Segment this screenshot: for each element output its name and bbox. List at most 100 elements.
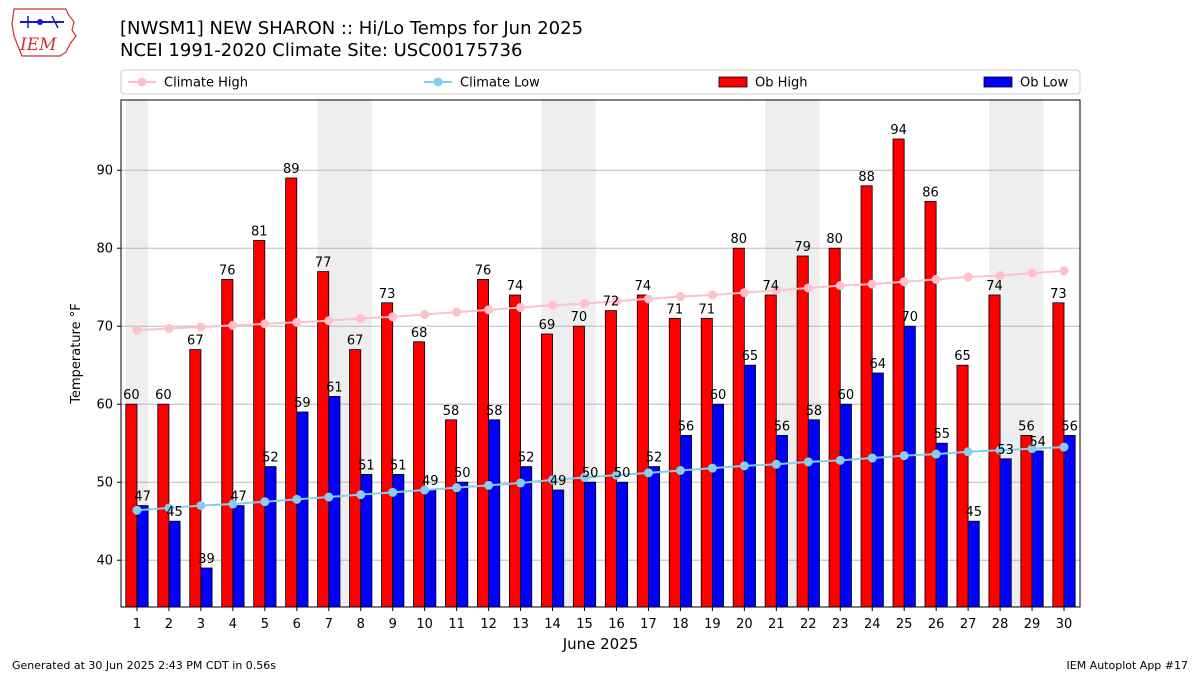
climate-high-point [771, 285, 781, 295]
x-tick-label: 9 [389, 617, 397, 632]
climate-high-point [324, 316, 334, 326]
ob-low-label: 64 [870, 357, 887, 372]
climate-low-point [516, 478, 526, 488]
ob-low-label: 54 [1029, 435, 1046, 450]
climate-high-point [132, 325, 142, 335]
climate-high-point [260, 319, 270, 329]
climate-high-point [420, 310, 430, 319]
legend-climate-high-marker [137, 77, 147, 87]
climate-high-point [388, 312, 398, 322]
climate-high-point [739, 288, 749, 298]
climate-high-point [484, 305, 494, 315]
ob-low-bar [488, 419, 501, 608]
ob-high-label: 67 [347, 334, 364, 349]
ob-high-label: 72 [603, 295, 620, 310]
ob-high-bar [860, 185, 873, 608]
y-tick-label: 40 [96, 554, 113, 569]
legend-climate-low-marker [433, 77, 443, 87]
ob-high-label: 65 [954, 349, 971, 364]
x-tick-label: 27 [960, 617, 977, 632]
legend-ob-high-label: Ob High [755, 76, 808, 91]
ob-high-bar [732, 247, 745, 608]
climate-low-point [931, 449, 941, 459]
climate-high-point [516, 302, 526, 312]
climate-high-point [164, 324, 174, 334]
logo-text: IEM [19, 35, 57, 55]
climate-high-point [228, 320, 238, 330]
climate-high-line [136, 269, 1065, 332]
legend-box [120, 69, 1081, 95]
ob-low-bar [328, 395, 341, 608]
x-tick-label: 2 [165, 617, 173, 632]
climate-high-point [643, 294, 653, 304]
x-tick-label: 10 [416, 617, 433, 632]
x-tick-label: 15 [576, 617, 593, 632]
ob-high-bar [892, 138, 905, 608]
x-tick-label: 21 [768, 617, 785, 632]
climate-low-point [707, 463, 717, 473]
ob-low-bar [616, 481, 629, 608]
climate-low-point [867, 453, 877, 463]
ob-high-bar [477, 278, 490, 608]
y-axis-title: Temperature °F [69, 303, 84, 404]
ob-low-bar [999, 458, 1012, 608]
climate-high-point [292, 317, 302, 327]
ob-low-bar [456, 481, 469, 608]
ob-high-label: 60 [155, 388, 172, 403]
iem-logo: IEM [11, 8, 77, 57]
climate-high-point [1059, 266, 1069, 276]
x-tick-label: 14 [544, 617, 561, 632]
ob-high-bar [828, 247, 841, 608]
chart-title: [NWSM1] NEW SHARON :: Hi/Lo Temps for Ju… [120, 18, 584, 39]
climate-low-point [452, 483, 462, 493]
ob-low-label: 61 [326, 380, 343, 395]
ob-low-bar [424, 489, 437, 608]
ob-low-bar [680, 434, 693, 608]
ob-low-bar [711, 403, 724, 608]
climate-high-point [995, 271, 1005, 280]
ob-low-bar [807, 419, 820, 608]
ob-low-label: 52 [518, 451, 535, 466]
x-tick-label: 30 [1056, 617, 1073, 632]
climate-low-point [324, 492, 334, 502]
climate-low-point [292, 494, 302, 504]
ob-low-bar [136, 505, 149, 608]
climate-low-point [228, 499, 238, 509]
climate-high-point [963, 272, 973, 282]
climate-low-point [164, 503, 174, 513]
ob-low-bar [264, 466, 277, 608]
ob-low-label: 59 [294, 396, 311, 411]
ob-high-bar [956, 364, 969, 608]
ob-low-bar [296, 411, 309, 608]
climate-low-point [260, 497, 270, 507]
x-tick-label: 8 [357, 617, 365, 632]
legend-ob-high-swatch [718, 76, 748, 88]
climate-high-point [675, 292, 685, 302]
ob-low-bar [1063, 434, 1076, 608]
ob-high-bar [924, 200, 937, 608]
ob-high-label: 58 [443, 404, 460, 419]
climate-low-line [136, 446, 1065, 512]
climate-low-point [963, 447, 973, 457]
ob-low-label: 52 [262, 451, 279, 466]
ob-low-label: 60 [710, 388, 727, 403]
ob-low-label: 58 [806, 404, 823, 419]
ob-low-label: 56 [774, 419, 791, 434]
ob-high-label: 70 [571, 310, 588, 325]
climate-high-point [707, 290, 717, 300]
x-tick-label: 5 [261, 617, 269, 632]
ob-high-bar [1020, 434, 1033, 608]
legend-climate-high-label: Climate High [164, 76, 248, 91]
ob-high-bar [700, 317, 713, 608]
x-tick-label: 19 [704, 617, 721, 632]
ob-high-bar [125, 403, 138, 608]
ob-high-label: 79 [794, 240, 811, 255]
ob-high-label: 73 [1050, 287, 1067, 302]
x-tick-label: 6 [293, 617, 301, 632]
ob-high-label: 80 [826, 232, 843, 247]
ob-low-label: 60 [838, 388, 855, 403]
ob-high-bar [445, 419, 458, 608]
plot-frame [120, 99, 1081, 608]
ob-low-bar [1031, 450, 1044, 608]
ob-high-bar [540, 333, 553, 608]
